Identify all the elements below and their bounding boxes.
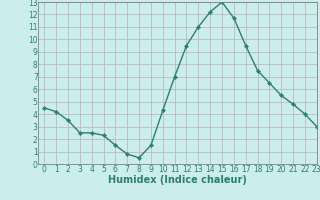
- X-axis label: Humidex (Indice chaleur): Humidex (Indice chaleur): [108, 175, 247, 185]
